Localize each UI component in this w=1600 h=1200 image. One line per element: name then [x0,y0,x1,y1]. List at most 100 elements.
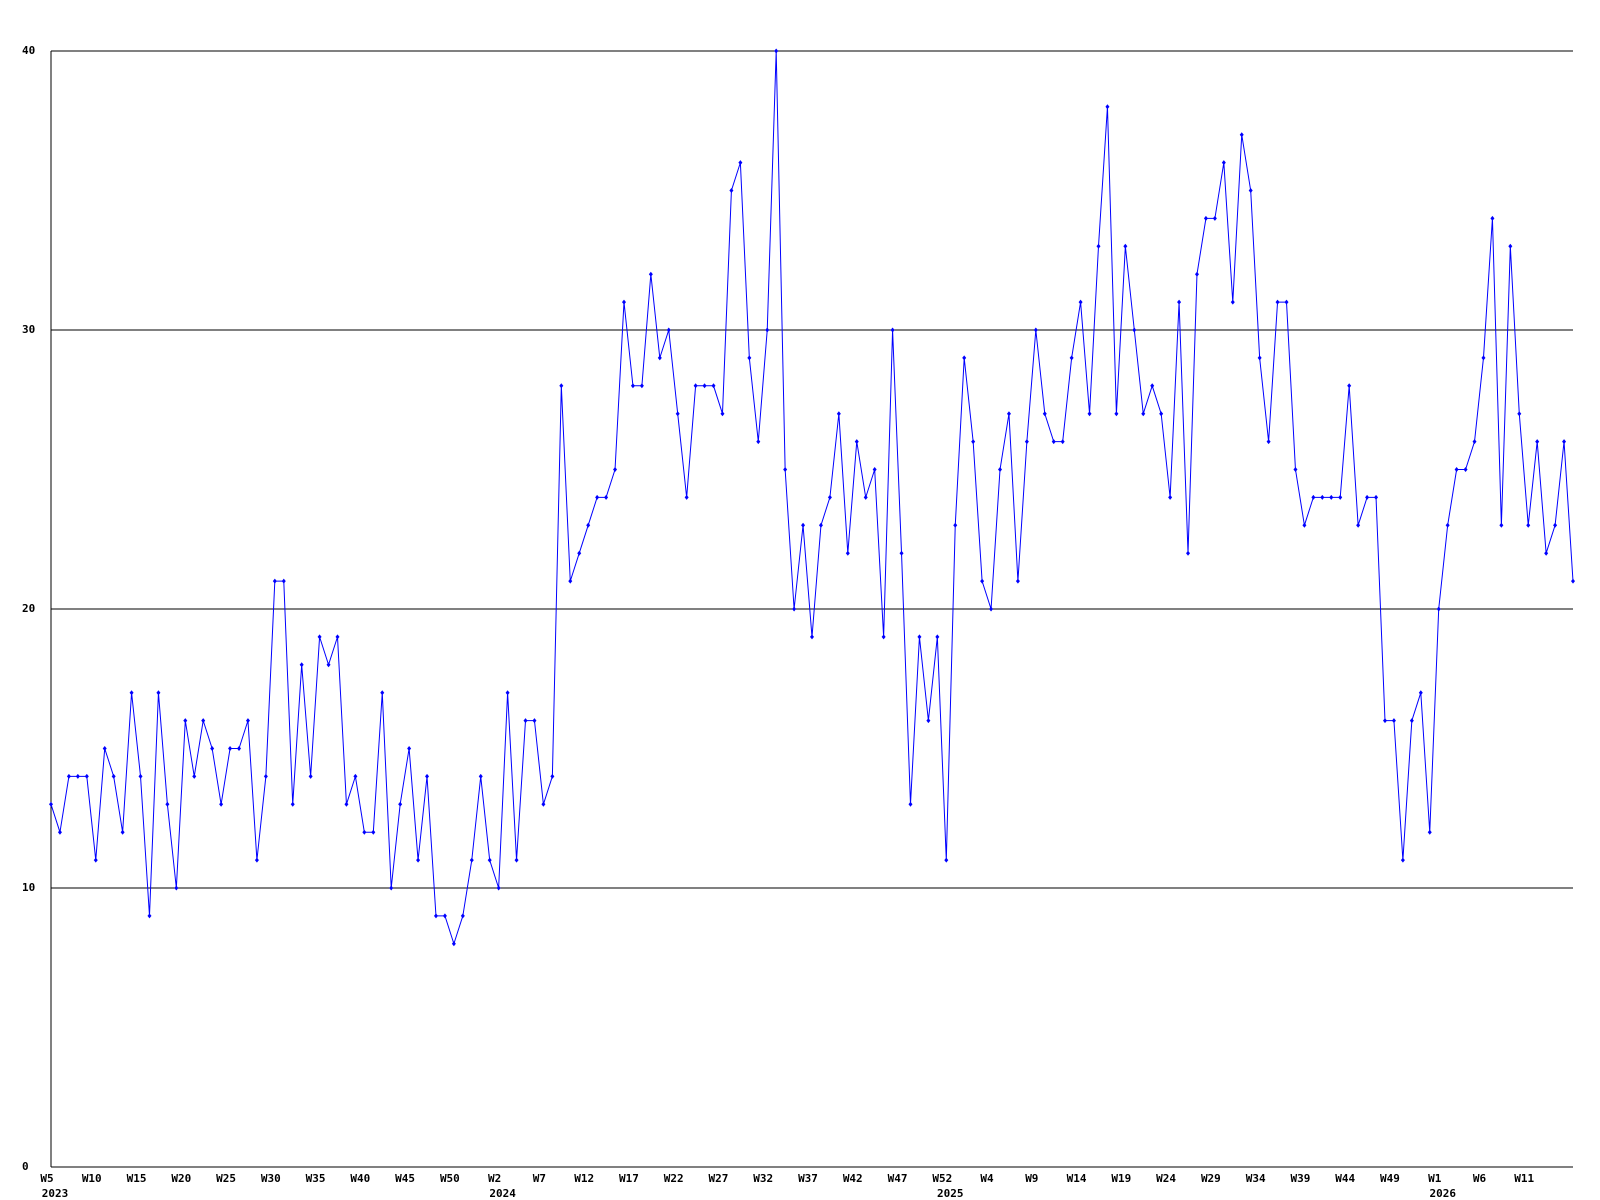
x-tick-label: W19 [1111,1172,1131,1185]
data-point [1203,215,1208,221]
x-tick-label: W24 [1156,1172,1176,1185]
y-tick-label: 30 [22,323,35,336]
data-point [613,467,618,472]
data-point [1186,550,1191,556]
data-point [1105,104,1110,110]
data-point [1481,355,1486,361]
x-tick-label: W2 [488,1172,501,1185]
x-tick-label: W9 [1025,1172,1038,1185]
data-point [317,634,322,640]
x-tick-label: W14 [1067,1172,1087,1185]
data-point [1347,383,1352,389]
data-point [1463,467,1468,472]
data-point [810,634,814,640]
data-point [1382,718,1387,724]
data-point [989,606,994,612]
data-point [1535,439,1540,445]
data-point [684,494,689,500]
data-point [416,857,421,863]
data-point [156,690,161,696]
x-tick-label: W1 [1428,1172,1442,1185]
y-tick-label: 20 [22,602,35,615]
data-point [183,718,188,724]
data-point [1427,829,1432,835]
x-tick-label: W44 [1335,1172,1355,1185]
data-point [899,550,904,556]
data-point [908,801,913,807]
data-point [774,48,779,54]
data-point [487,857,492,863]
data-point [308,773,313,779]
data-point [263,773,268,779]
data-point [1544,550,1549,556]
data-point [998,467,1003,472]
data-point [335,634,340,640]
data-point [595,494,600,500]
data-point [1436,606,1441,612]
data-point [478,773,483,779]
data-point [1391,718,1396,724]
data-point [174,885,179,891]
data-point [541,801,546,807]
data-point [1508,243,1513,249]
x-tick-label: W10 [82,1172,102,1185]
data-point [1553,522,1558,528]
data-point [1015,578,1020,584]
data-point [425,773,430,779]
data-point [980,578,985,584]
data-point [1123,243,1128,249]
data-point [783,467,788,472]
data-point [1159,411,1164,417]
data-point [1499,522,1504,528]
data-point [1329,494,1334,500]
data-point [1418,690,1423,696]
y-tick-label: 10 [22,881,35,894]
data-point [165,801,170,807]
data-point [1284,299,1289,305]
data-point [442,913,447,919]
data-point [344,801,349,807]
x-year-label: 2024 [489,1187,516,1200]
data-point [1445,522,1450,528]
x-tick-label: W52 [932,1172,952,1185]
data-point [523,718,528,724]
data-point [1454,467,1459,472]
data-point [210,746,215,751]
data-point [702,383,707,389]
data-point [765,327,770,333]
data-point [1069,355,1074,361]
data-point [102,746,107,751]
x-tick-label: W11 [1514,1172,1534,1185]
data-point [1275,299,1280,305]
x-tick-label: W45 [395,1172,415,1185]
data-point [1293,467,1298,472]
data-point [711,383,716,389]
data-point [245,718,250,724]
data-point [827,494,832,500]
data-point [1374,494,1379,500]
data-point [1096,243,1101,249]
data-point [496,885,501,891]
data-point [953,522,958,528]
data-point [863,494,868,500]
x-tick-label: W35 [306,1172,326,1185]
x-tick-label: W32 [753,1172,773,1185]
data-point [84,773,89,779]
data-point [926,718,931,724]
data-point [756,439,761,445]
x-year-label: 2025 [937,1187,964,1200]
data-point [1150,383,1155,389]
data-point [389,885,394,891]
data-point [398,801,403,807]
data-point [1033,327,1038,333]
data-point [219,801,224,807]
data-point [1239,132,1244,138]
data-point [326,662,331,668]
data-point [1168,494,1173,500]
data-point [1141,411,1146,417]
data-point [1042,411,1047,417]
data-point [738,160,743,166]
x-tick-label: W49 [1380,1172,1400,1185]
x-tick-label: W29 [1201,1172,1221,1185]
